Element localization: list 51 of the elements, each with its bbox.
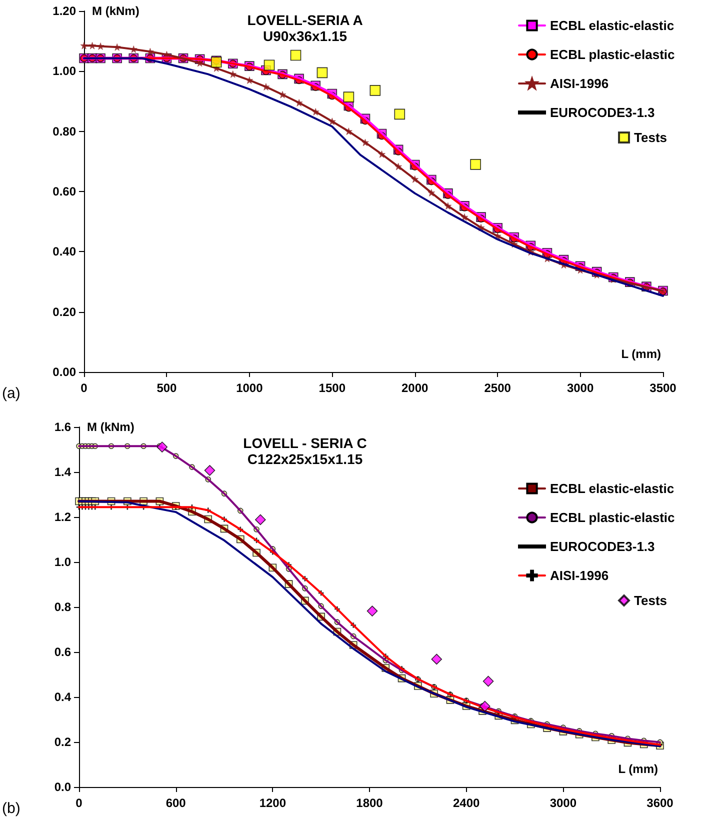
y-tick-label: 0.2 xyxy=(54,735,72,749)
y-tick-label: 1.6 xyxy=(54,420,72,434)
legend-label: AISI-1996 xyxy=(550,76,609,91)
x-tick-label: 2400 xyxy=(452,796,480,810)
legend-label: Tests xyxy=(634,593,668,608)
x-tick-label: 600 xyxy=(166,796,186,810)
legend-label: ECBL elastic-elastic xyxy=(550,18,674,33)
y-tick-label: 1.4 xyxy=(54,465,72,479)
text: (b) xyxy=(2,800,20,817)
legend-label: AISI-1996 xyxy=(550,568,609,583)
legend-label: ECBL elastic-elastic xyxy=(550,481,674,496)
y-tick-label: 0.8 xyxy=(54,600,72,614)
y-tick-label: 0.00 xyxy=(52,365,76,379)
x-tick-label: 1800 xyxy=(356,796,384,810)
legend-label: Tests xyxy=(634,130,668,145)
x-tick-label: 1200 xyxy=(259,796,286,810)
y-tick-label: 0.80 xyxy=(52,124,76,138)
chart-title: LOVELL-SERIA A xyxy=(247,12,363,28)
y-tick-label: 0.0 xyxy=(54,780,72,794)
x-tick-label: 1000 xyxy=(236,381,264,395)
y-tick-label: 0.4 xyxy=(54,690,72,704)
x-tick-label: 0 xyxy=(76,796,83,810)
x-tick-label: 2500 xyxy=(484,381,512,395)
y-axis-title: M (kNm) xyxy=(87,420,134,434)
y-axis-title: M (kNm) xyxy=(92,4,140,18)
y-tick-label: 1.20 xyxy=(52,4,76,18)
y-tick-label: 0.40 xyxy=(52,244,76,259)
x-tick-label: 500 xyxy=(156,381,178,395)
legend-label: EUROCODE3-1.3 xyxy=(550,539,655,554)
text: (a) xyxy=(2,385,20,402)
legend-label: EUROCODE3-1.3 xyxy=(550,105,655,120)
x-tick-label: 0 xyxy=(80,381,88,395)
x-tick-label: 3500 xyxy=(650,381,677,395)
text: C122x25x15x1.15 xyxy=(247,451,363,467)
x-tick-label: 2000 xyxy=(402,381,429,395)
x-axis-title: L (mm) xyxy=(621,347,661,361)
y-tick-label: 1.2 xyxy=(54,510,72,524)
text: U90x36x1.15 xyxy=(262,28,348,44)
x-tick-label: 3000 xyxy=(566,381,594,395)
y-tick-label: 1.00 xyxy=(52,64,76,78)
text: LOVELL - SERIA C xyxy=(243,435,367,451)
x-axis-title: L (mm) xyxy=(618,762,658,776)
y-tick-label: 1.0 xyxy=(54,555,72,569)
x-tick-label: 1500 xyxy=(318,381,346,395)
y-tick-label: 0.60 xyxy=(52,184,76,198)
legend-label: ECBL plastic-elastic xyxy=(550,510,675,525)
x-tick-label: 3000 xyxy=(550,796,577,810)
y-tick-label: 0.20 xyxy=(52,304,76,319)
legend-label: ECBL plastic-elastic xyxy=(550,47,675,62)
y-tick-label: 0.6 xyxy=(54,645,72,659)
x-tick-label: 3600 xyxy=(646,796,674,810)
